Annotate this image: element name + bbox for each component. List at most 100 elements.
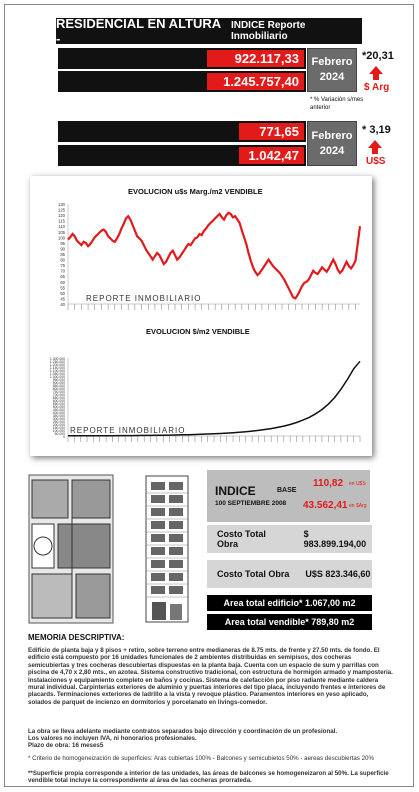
memoria-line-4: Plazo de obra: 16 meses5: [28, 742, 104, 749]
pesos-value-2: 1.245.757,40: [207, 73, 304, 90]
facade-window: [169, 560, 183, 568]
y-tick-label: 120: [58, 213, 66, 218]
y-tick-label: 85: [60, 252, 65, 257]
arrow-up-icon: [369, 66, 383, 80]
page-frame: [4, 4, 414, 787]
y-tick-label: 60: [60, 280, 65, 285]
y-tick-label: 65: [60, 274, 65, 279]
memoria-footnote-2: **Superficie propia corresponde a interi…: [28, 770, 389, 785]
facade-window: [169, 495, 183, 503]
facade-window: [151, 560, 165, 568]
charts-panel: EVOLUCION u$s Marg./m2 VENDIBLE 130 125 12…: [30, 176, 372, 456]
facade-window: [169, 521, 183, 529]
title-main: RESIDENCIAL EN ALTURA -: [56, 16, 221, 46]
index-panel: INDICE BASE 100 SEPTIEMBRE 2008 110,82 e…: [207, 470, 370, 522]
facade-window: [169, 586, 183, 594]
y-tick-label: 1.150.000: [50, 366, 65, 370]
y-tick-label: 800.000: [53, 387, 65, 391]
cost-ars-label: Costo Total Obra: [217, 529, 266, 549]
usd-value-1-row: 771,65: [58, 121, 306, 142]
cost-ars-value: $ 983.899.194,00: [303, 529, 367, 549]
y-tick-label: 600.000: [53, 399, 65, 403]
y-tick-label: 95: [60, 241, 65, 246]
title-sub: INDICE Reporte Inmobiliario: [230, 20, 306, 42]
y-tick-label: 100: [58, 235, 66, 240]
chart-ars-per-m2: 1.300.0001.250.0001.200.0001.150.0001.10…: [50, 357, 361, 442]
pesos-unit: $ Arg: [364, 82, 390, 93]
y-tick-label: 1.250.000: [50, 360, 65, 364]
usd-variation: * 3,19: [362, 124, 391, 136]
pesos-period-year: 2024: [319, 71, 345, 83]
y-tick-label: 850.000: [53, 384, 65, 388]
facade-image: [145, 475, 189, 623]
y-tick-label: 450.000: [53, 408, 65, 412]
floor-plan-image: [28, 474, 114, 624]
y-tick-label: 350.000: [53, 414, 65, 418]
usd-value-2-row: 1.042,47: [58, 145, 306, 166]
usd-unit: U$S: [366, 156, 386, 167]
facade-window: [151, 482, 165, 490]
y-tick-label: 125: [58, 208, 66, 213]
y-tick-label: 250.000: [53, 420, 65, 424]
facade-window: [151, 508, 165, 516]
y-tick-label: 115: [58, 219, 65, 224]
y-tick-label: 90: [60, 246, 65, 251]
memoria-footnote-1: * Criterio de homogeneización de superfi…: [28, 755, 374, 762]
y-tick-label: 550.000: [53, 402, 65, 406]
usd-value-1: 771,65: [239, 123, 304, 140]
usd-period-year: 2024: [319, 144, 345, 157]
memoria-body: Edificio de planta baja y 8 pisos + reti…: [28, 647, 393, 706]
pesos-period-month: Febrero: [311, 56, 353, 68]
cost-ars-row: Costo Total Obra $ 983.899.194,00: [207, 525, 372, 553]
y-tick-label: 100.000: [53, 429, 65, 433]
memoria-heading: MEMORIA DESCRIPTIVA:: [28, 633, 125, 642]
pesos-value-1: 922.117,33: [207, 50, 304, 67]
facade-window: [151, 573, 165, 581]
facade-window: [151, 586, 165, 594]
facade-window: [151, 547, 165, 555]
facade-window: [169, 547, 183, 555]
index-ars-value: 43.562,41: [303, 500, 348, 511]
y-tick-label: 200.000: [53, 423, 65, 427]
y-tick-label: 750.000: [53, 390, 65, 394]
y-tick-label: 1.200.000: [50, 363, 65, 367]
y-tick-label: 50.000: [55, 432, 65, 436]
y-tick-label: 130: [58, 202, 66, 207]
cost-usd-label: Costo Total Obra: [217, 569, 290, 579]
chart2-title: EVOLUCION $/m2 VENDIBLE: [146, 327, 250, 336]
y-tick-label: 80: [60, 258, 65, 263]
pesos-variation: *20,31: [362, 50, 394, 62]
y-tick-label: 1.050.000: [50, 372, 65, 376]
usd-period-month: Febrero: [311, 129, 353, 142]
index-usd-value: 110,82: [313, 478, 344, 489]
y-tick-label: 400.000: [53, 411, 65, 415]
y-tick-label: 75: [60, 263, 65, 268]
series-line: [67, 211, 362, 300]
y-tick-label: 900.000: [53, 381, 65, 385]
pesos-value-1-row: 922.117,33: [58, 48, 306, 69]
variation-note: * % Variación s/mes anterior: [310, 97, 364, 111]
usd-period: Febrero 2024: [307, 121, 357, 166]
y-tick-label: 40: [60, 302, 65, 307]
chart1-title: EVOLUCION u$s Marg./m2 VENDIBLE: [128, 187, 263, 196]
memoria-line-3: Los valores no incluyen IVA, ni honorari…: [28, 735, 197, 742]
area-total: Area total edificio* 1.067,00 m2: [207, 595, 372, 611]
y-tick-label: 1.000.000: [50, 375, 65, 379]
y-tick-label: 950.000: [53, 378, 65, 382]
series-line: [68, 360, 361, 437]
page-title: RESIDENCIAL EN ALTURA - INDICE Reporte I…: [56, 16, 362, 46]
chart2-brand: REPORTE INMOBILIARIO: [70, 426, 186, 435]
cost-usd-row: Costo Total Obra U$S 823.346,60: [207, 560, 372, 588]
index-ars-unit: en $Arg: [349, 503, 367, 509]
y-tick-label: 50: [60, 291, 65, 296]
y-tick-label: 150.000: [53, 426, 65, 430]
arrow-up-icon: [368, 140, 382, 154]
facade-window: [151, 521, 165, 529]
y-tick-label: 70: [60, 269, 65, 274]
y-tick-label: 45: [60, 296, 65, 301]
y-tick-label: 110: [58, 224, 65, 229]
index-base-label: BASE: [277, 487, 297, 494]
index-base-date: 100 SEPTIEMBRE 2008: [215, 500, 287, 507]
facade-window: [151, 495, 165, 503]
usd-value-2: 1.042,47: [239, 147, 304, 164]
